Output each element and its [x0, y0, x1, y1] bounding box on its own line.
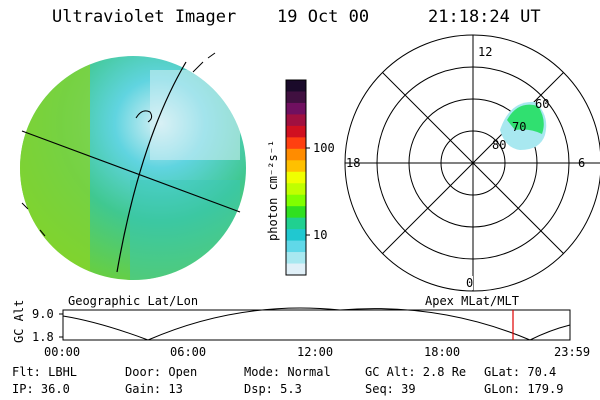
colorbar-band [286, 148, 306, 161]
apex-caption: Apex MLat/MLT [425, 294, 519, 308]
altitude-plot-frame [62, 309, 571, 341]
colorbar-band [286, 194, 306, 207]
colorbar-band [286, 206, 306, 219]
mlat-label-80: 80 [492, 138, 507, 152]
colorbar-tick-100: 100 [313, 141, 335, 155]
time-tick-0600: 06:00 [170, 345, 207, 359]
instrument-title: Ultraviolet Imager [52, 7, 237, 27]
door-info: Door: Open [125, 365, 198, 379]
glon-info: GLon: 179.9 [484, 382, 564, 396]
colorbar-band [286, 91, 306, 104]
time-tick-0000: 00:00 [44, 345, 81, 359]
auroral-emission-blob [500, 101, 547, 150]
colorbar-band [286, 171, 306, 184]
time-label: 21:18:24 UT [428, 7, 541, 27]
gc-alt-info: GC Alt: 2.8 Re [365, 365, 467, 379]
altitude-ylabel: GC Alt [12, 299, 26, 343]
colorbar-tick-10: 10 [313, 228, 328, 242]
time-tick-1800: 18:00 [424, 345, 461, 359]
mlat-label-70: 70 [512, 120, 527, 134]
colorbar-band [286, 252, 306, 265]
coastline-fragment [192, 52, 216, 73]
colorbar-band [286, 102, 306, 115]
colorbar-band [286, 160, 306, 173]
colorbar-band [286, 217, 306, 230]
time-tick-2359: 23:59 [554, 345, 591, 359]
altitude-curve [62, 307, 571, 341]
gain-info: Gain: 13 [125, 382, 183, 396]
colorbar-band [286, 80, 306, 92]
colorbar-band [286, 263, 306, 276]
coastline-fragment [21, 202, 46, 237]
colorbar-band [286, 137, 306, 150]
colorbar-band [286, 114, 306, 127]
mlt-label-12: 12 [478, 45, 493, 59]
coastline-fragment [135, 110, 153, 123]
mode-info: Mode: Normal [244, 365, 331, 379]
glat-info: GLat: 70.4 [484, 365, 557, 379]
ip-info: IP: 36.0 [12, 382, 70, 396]
colorbar-band [286, 229, 306, 242]
latitude-line [21, 130, 241, 213]
dsp-info: Dsp: 5.3 [244, 382, 302, 396]
geographic-caption: Geographic Lat/Lon [68, 294, 199, 308]
mlat-label-60: 60 [535, 97, 550, 111]
time-tick-1200: 12:00 [297, 345, 334, 359]
longitude-line [116, 61, 187, 273]
seq-info: Seq: 39 [365, 382, 416, 396]
mlt-label-18: 18 [346, 156, 361, 170]
colorbar-band [286, 125, 306, 138]
colorbar-band [286, 240, 306, 253]
mlt-label-0: 0 [466, 276, 474, 290]
colorbar-band [286, 183, 306, 196]
date-label: 19 Oct 00 [277, 7, 370, 27]
filter-info: Flt: LBHL [12, 365, 78, 379]
altitude-ytick-top: 9.0 [32, 307, 54, 321]
altitude-ytick-bottom: 1.8 [32, 330, 54, 344]
mlt-label-6: 6 [578, 156, 586, 170]
